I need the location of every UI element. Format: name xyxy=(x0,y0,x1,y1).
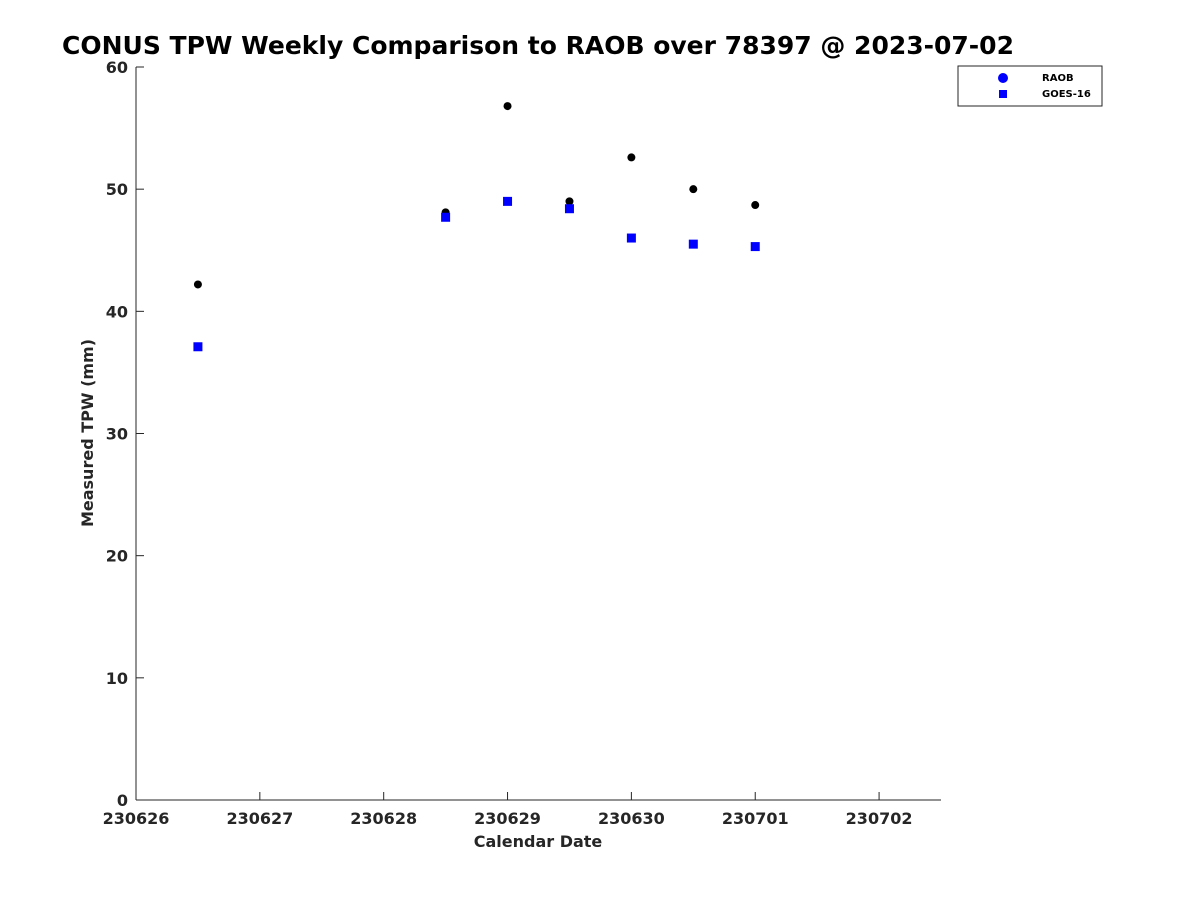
y-axis-label: Measured TPW (mm) xyxy=(78,339,97,527)
data-point-goes-16 xyxy=(503,196,513,206)
x-tick-label: 230626 xyxy=(103,809,170,828)
y-tick-label: 10 xyxy=(106,669,128,688)
data-point-raob xyxy=(193,280,202,289)
legend-box xyxy=(957,65,1103,107)
data-point-goes-16 xyxy=(193,342,203,352)
x-tick-label: 230701 xyxy=(722,809,789,828)
data-point-goes-16 xyxy=(564,204,574,214)
data-point-raob xyxy=(627,153,636,162)
x-tick-label: 230702 xyxy=(846,809,913,828)
y-tick-label: 60 xyxy=(106,58,128,77)
y-axis-ticks: 0 10 20 30 40 50 60 xyxy=(106,58,144,810)
x-tick-label: 230628 xyxy=(350,809,417,828)
y-tick-label: 0 xyxy=(117,791,128,810)
legend-marker-raob xyxy=(998,73,1008,83)
x-axis-label: Calendar Date xyxy=(474,832,603,851)
data-points xyxy=(193,102,760,352)
data-point-goes-16 xyxy=(626,233,636,243)
legend-marker-goes16 xyxy=(999,90,1007,98)
data-point-raob xyxy=(503,102,512,111)
x-tick-label: 230627 xyxy=(226,809,293,828)
x-tick-label: 230630 xyxy=(598,809,665,828)
data-point-raob xyxy=(689,185,698,194)
y-tick-label: 50 xyxy=(106,180,128,199)
x-axis-ticks: 230626 230627 230628 230629 230630 230701 2307… xyxy=(103,792,913,828)
chart-title: CONUS TPW Weekly Comparison to RAOB over… xyxy=(62,31,1014,60)
data-point-raob xyxy=(565,197,574,206)
legend: RAOB GOES-16 xyxy=(957,65,1103,107)
x-tick-label: 230629 xyxy=(474,809,541,828)
y-tick-label: 20 xyxy=(106,547,128,566)
data-point-goes-16 xyxy=(750,242,760,252)
legend-label-goes16: GOES-16 xyxy=(1042,89,1091,100)
data-point-goes-16 xyxy=(441,212,451,222)
y-tick-label: 30 xyxy=(106,425,128,444)
data-point-raob xyxy=(751,201,760,210)
y-tick-label: 40 xyxy=(106,302,128,321)
data-point-goes-16 xyxy=(688,239,698,249)
legend-label-raob: RAOB xyxy=(1042,73,1074,84)
